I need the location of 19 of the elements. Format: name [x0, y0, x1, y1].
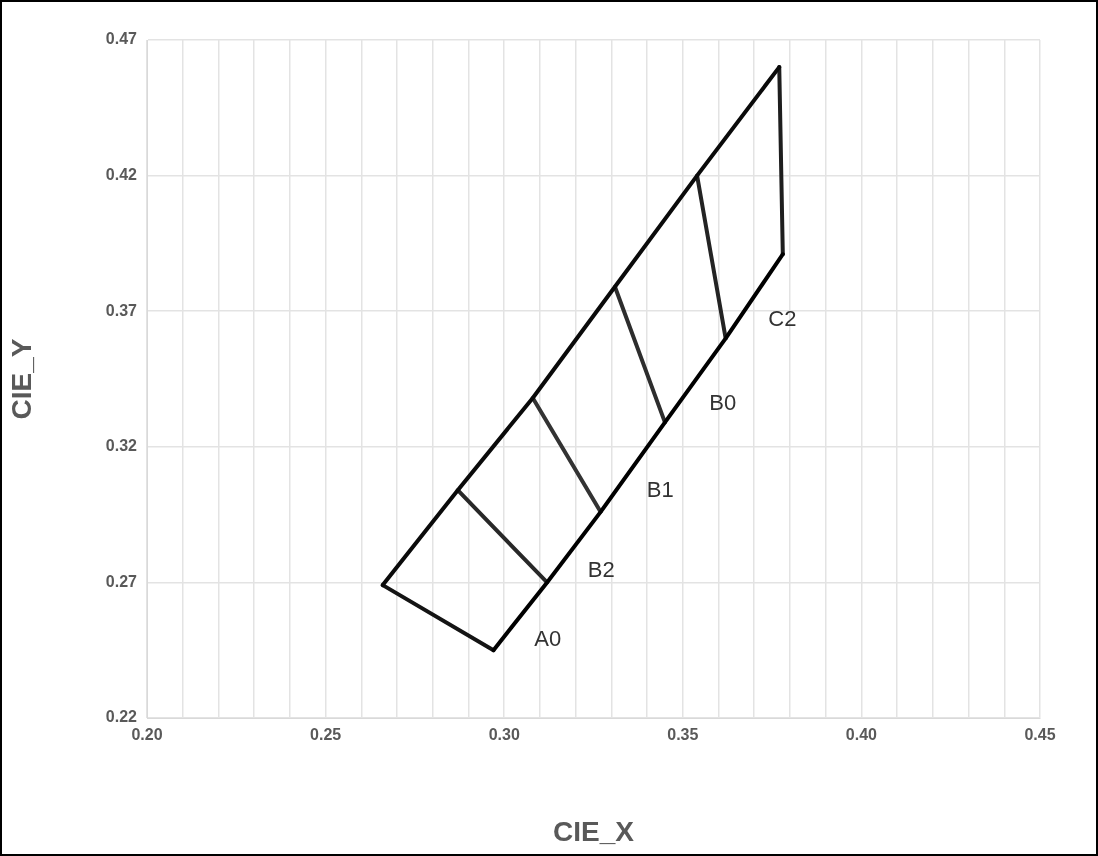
annotation: B0: [709, 390, 737, 416]
x-tick-label: 0.45: [1024, 726, 1056, 744]
x-tick-label: 0.30: [488, 726, 520, 744]
annotation: B1: [646, 477, 674, 503]
y-tick-label: 0.37: [105, 301, 138, 319]
annotation: C2: [768, 306, 797, 332]
x-tick-label: 0.40: [845, 726, 878, 744]
y-axis-title: CIE_Y: [5, 338, 37, 420]
annotation: A0: [534, 626, 562, 652]
y-tick-label: 0.42: [105, 166, 138, 184]
x-tick-label: 0.35: [667, 726, 699, 744]
x-tick-label: 0.20: [131, 726, 163, 744]
y-tick-label: 0.22: [105, 708, 138, 726]
x-axis-title: CIE_X: [553, 815, 635, 847]
y-tick-label: 0.27: [105, 572, 138, 590]
x-tick-label: 0.25: [310, 726, 342, 744]
annotation: B2: [587, 557, 615, 583]
y-tick-label: 0.32: [105, 437, 138, 455]
y-tick-label: 0.47: [105, 30, 138, 48]
